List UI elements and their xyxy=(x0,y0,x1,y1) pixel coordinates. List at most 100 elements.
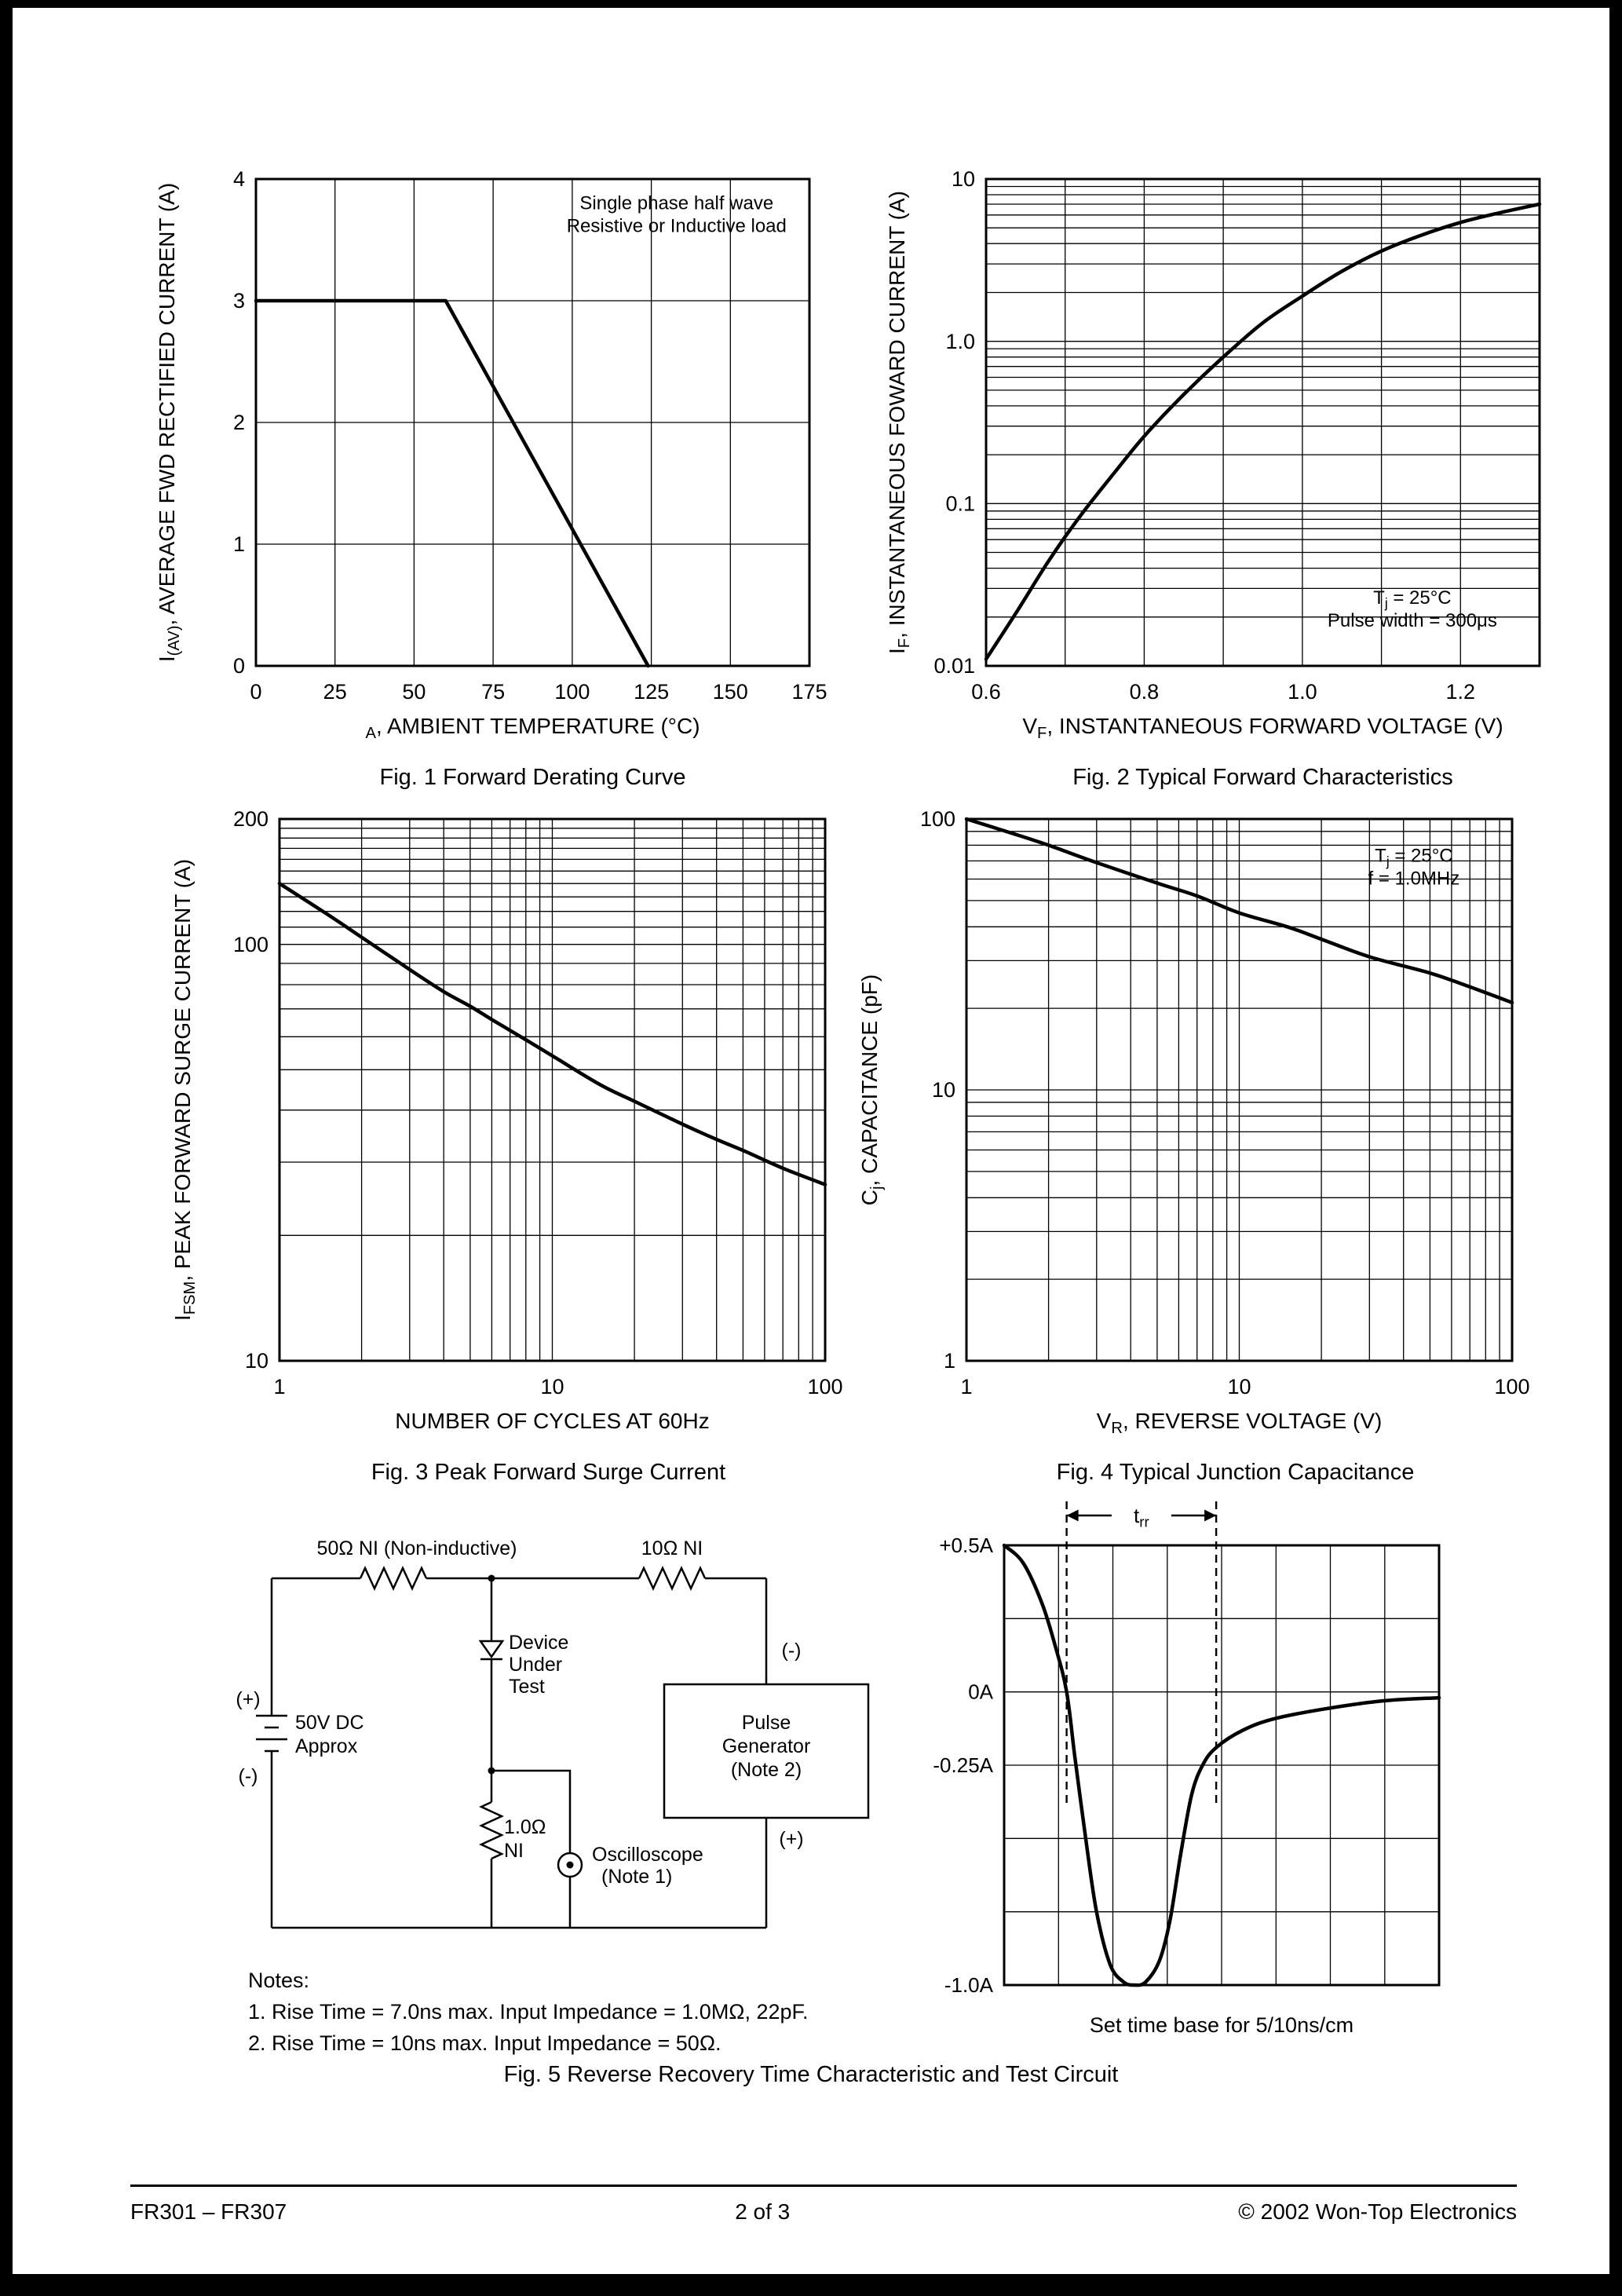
x-tick-label: 75 xyxy=(481,680,505,704)
pulse-generator-box xyxy=(663,1683,870,1819)
notes-title: Notes: xyxy=(248,1969,310,1992)
note-1: 1. Rise Time = 7.0ns max. Input Impedanc… xyxy=(248,2000,809,2024)
timebase-note: Set time base for 5/10ns/cm xyxy=(1089,2013,1354,2037)
x-tick-label: 150 xyxy=(713,680,748,704)
y-tick-label: 1 xyxy=(233,532,245,556)
y-tick-label: 3 xyxy=(233,289,245,313)
trr-label: trr xyxy=(1134,1504,1149,1530)
grid xyxy=(966,819,1512,1361)
fig4-junction-capacitance-chart: 1 10 100 1 10 100 Tj = 25°Cf = 1.0MHz VR, REVER… xyxy=(857,807,1530,1437)
y-tick-label: 200 xyxy=(233,807,269,831)
plot-frame xyxy=(254,177,811,667)
scope-label-2: (Note 1) xyxy=(601,1866,672,1888)
figure-2: 0.6 0.8 1.0 1.2 0.01 0.1 1.0 10 Tj = 25°C Pulse w… xyxy=(876,157,1567,791)
battery-symbol xyxy=(256,1714,287,1753)
scope-branch-wire xyxy=(491,1769,572,1928)
fig5-caption: Fig. 5 Reverse Recovery Time Characteris… xyxy=(503,2062,1119,2087)
r3-label-2: NI xyxy=(504,1840,524,1862)
pulse-gen-plus-label: (+) xyxy=(779,1828,803,1850)
annotation-line: f = 1.0MHz xyxy=(1368,868,1460,890)
x-tick-label: 0.6 xyxy=(971,680,1001,704)
grid xyxy=(279,819,825,1361)
y-tick-label: 100 xyxy=(233,933,269,956)
x-tick-label: 25 xyxy=(323,680,347,704)
pulse-gen-label-1: Pulse xyxy=(742,1712,791,1734)
y-tick-label: +0.5A xyxy=(939,1534,993,1557)
x-tick-label: 100 xyxy=(807,1375,842,1398)
fig5-notes: Notes: 1. Rise Time = 7.0ns max. Input I… xyxy=(248,1965,809,2059)
data-curve xyxy=(254,298,650,668)
battery-plus-label: (+) xyxy=(236,1688,260,1710)
plot-frame xyxy=(985,177,1541,667)
y-tick-label: -0.25A xyxy=(933,1753,993,1777)
figure-3: 1 10 100 10 100 200 NUMBER OF CYCLES AT 60Hz IF… xyxy=(162,797,853,1486)
dut-label-1: Device xyxy=(509,1632,568,1654)
pulse-gen-minus-label: (-) xyxy=(782,1640,802,1662)
x-tick-label: 1.0 xyxy=(1288,680,1317,704)
fig1-forward-derating-chart: 0 25 50 75 100 125 150 175 0 1 2 3 4 Single phase hal… xyxy=(155,167,827,742)
y-tick-label: 1 xyxy=(944,1349,955,1373)
x-axis-label: VR, REVERSE VOLTAGE (V) xyxy=(1097,1409,1383,1437)
battery-label-1: 50V DC xyxy=(295,1712,364,1734)
trr-arrow-left xyxy=(1066,1509,1079,1522)
fig5-test-circuit: 50Ω NI (Non-inductive) 10Ω NI Device Und… xyxy=(236,1537,870,1929)
fig2-caption: Fig. 2 Typical Forward Characteristics xyxy=(1072,765,1453,790)
y-axis-label: Cj, CAPACITANCE (pF) xyxy=(857,974,886,1205)
y-tick-label: 10 xyxy=(952,167,975,191)
circuit-junctions xyxy=(488,1574,574,1869)
battery-label-2: Approx xyxy=(295,1735,358,1757)
footer-page-number: 2 of 3 xyxy=(735,2199,791,2224)
pulse-gen-label-3: (Note 2) xyxy=(731,1759,802,1781)
fig5-reverse-recovery-waveform: +0.5A 0A -0.25A -1.0A trr xyxy=(933,1501,1441,1997)
y-tick-label: 4 xyxy=(233,167,245,191)
grid xyxy=(986,179,1540,666)
outer-wires xyxy=(270,1578,768,1929)
y-tick-label: 10 xyxy=(932,1078,955,1102)
annotation-line: Pulse width = 300μs xyxy=(1328,610,1497,631)
x-tick-label: 10 xyxy=(540,1375,564,1398)
pulse-gen-label-2: Generator xyxy=(722,1735,811,1757)
figure-4: 1 10 100 1 10 100 Tj = 25°C f = 1.0MHz VR, REVER… xyxy=(849,797,1540,1486)
figure-5-circuit: 50Ω NI (Non-inductive) 10Ω NI Device Und… xyxy=(232,1523,892,1963)
x-tick-label: 1 xyxy=(273,1375,285,1398)
x-tick-label: 0 xyxy=(250,680,261,704)
y-tick-label: 0A xyxy=(968,1680,993,1704)
x-tick-label: 100 xyxy=(1494,1375,1529,1398)
annotation-line: Tj = 25°C xyxy=(1375,846,1453,869)
x-tick-label: 125 xyxy=(634,680,669,704)
annotation-line: Resistive or Inductive load xyxy=(567,216,787,237)
resistor-1ohm xyxy=(479,1801,504,1860)
y-tick-label: 100 xyxy=(920,807,955,831)
y-tick-label: 2 xyxy=(233,411,245,434)
x-tick-label: 100 xyxy=(554,680,590,704)
resistor-50ohm xyxy=(359,1566,428,1591)
fig4-caption: Fig. 4 Typical Junction Capacitance xyxy=(1056,1460,1415,1485)
battery-minus-label: (-) xyxy=(239,1765,258,1787)
x-axis-label: A, AMBIENT TEMPERATURE (°C) xyxy=(365,714,700,742)
y-tick-label: 0.01 xyxy=(933,654,975,678)
circuit-labels: 50Ω NI (Non-inductive) 10Ω NI Device Und… xyxy=(236,1537,810,1888)
oscilloscope-symbol xyxy=(557,1852,583,1878)
fig3-caption: Fig. 3 Peak Forward Surge Current xyxy=(371,1460,726,1485)
trr-arrow-right xyxy=(1204,1509,1217,1522)
x-tick-label: 0.8 xyxy=(1130,680,1160,704)
scope-label-1: Oscilloscope xyxy=(592,1844,703,1866)
x-tick-label: 10 xyxy=(1227,1375,1251,1398)
note-2: 2. Rise Time = 10ns max. Input Impedance… xyxy=(248,2031,721,2055)
y-tick-label: 1.0 xyxy=(945,330,975,353)
y-axis-label: I(AV), AVERAGE FWD RECTIFIED CURRENT (A) xyxy=(155,183,183,662)
x-tick-label: 175 xyxy=(791,680,827,704)
x-tick-label: 1.2 xyxy=(1446,680,1476,704)
data-curve xyxy=(984,202,1542,661)
x-axis-label: VF, INSTANTANEOUS FORWARD VOLTAGE (V) xyxy=(1022,714,1503,742)
footer-copyright: © 2002 Won-Top Electronics xyxy=(1238,2199,1517,2224)
grid xyxy=(256,179,809,666)
figure-1: 0 25 50 75 100 125 150 175 0 1 2 3 4 Single phase hal… xyxy=(146,157,837,791)
oscilloscope-dot xyxy=(566,1861,574,1869)
resistor-10ohm xyxy=(637,1566,707,1591)
y-tick-label: -1.0A xyxy=(944,1973,994,1997)
diode-symbol xyxy=(478,1640,505,1661)
plot-frame xyxy=(965,817,1514,1362)
y-tick-label: 0.1 xyxy=(945,492,975,516)
